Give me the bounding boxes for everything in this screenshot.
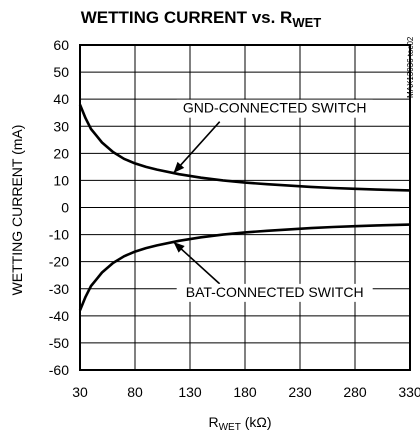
y-tick-label: -30 xyxy=(49,281,69,297)
x-tick-label: 230 xyxy=(288,384,312,400)
x-tick-labels: 30 80 130 180 230 280 330 xyxy=(72,384,420,400)
x-axis-label-main: R xyxy=(208,414,218,430)
annotation-label-background xyxy=(176,283,373,302)
series-line-1 xyxy=(78,223,411,311)
y-tick-label: 0 xyxy=(61,200,69,216)
x-axis-label-unit: (kΩ) xyxy=(241,414,272,430)
y-tick-label: 30 xyxy=(53,118,69,134)
x-tick-label: 80 xyxy=(127,384,143,400)
y-tick-label: -50 xyxy=(49,335,69,351)
annotation-label: BAT-CONNECTED SWITCH xyxy=(186,284,364,300)
y-tick-label: -40 xyxy=(49,308,69,324)
y-tick-label: 20 xyxy=(53,145,69,161)
annotation-arrow-line xyxy=(172,121,221,174)
annotation-arrowhead xyxy=(173,161,185,174)
part-number: MAX13036 toc02 xyxy=(406,36,415,98)
y-tick-label: 40 xyxy=(53,91,69,107)
y-tick-label: -60 xyxy=(49,362,69,378)
series-group xyxy=(78,104,411,311)
annotation-label: GND-CONNECTED SWITCH xyxy=(183,100,367,116)
chart-title-subscript: WET xyxy=(292,15,321,30)
y-axis-label: WETTING CURRENT (mA) xyxy=(9,125,25,296)
y-tick-labels: 60 50 40 30 20 10 0 -10 -20 -30 -40 -50 -60 xyxy=(49,37,69,378)
x-tick-label: 330 xyxy=(398,384,420,400)
y-tick-label: 60 xyxy=(53,37,69,53)
annotation-arrowhead xyxy=(173,241,185,253)
series-line-0 xyxy=(78,104,411,192)
y-tick-label: -20 xyxy=(49,254,69,270)
chart-title: WETTING CURRENT vs. RWET xyxy=(81,8,322,30)
y-tick-label: 50 xyxy=(53,64,69,80)
annotations: GND-CONNECTED SWITCH BAT-CONNECTED SWITCH xyxy=(172,99,373,302)
x-tick-label: 180 xyxy=(233,384,257,400)
plot-frame xyxy=(79,44,411,371)
y-tick-label: -10 xyxy=(49,227,69,243)
x-axis-label: RWET (kΩ) xyxy=(208,414,271,433)
x-axis-label-subscript: WET xyxy=(219,422,241,433)
x-tick-label: 280 xyxy=(343,384,367,400)
x-tick-label: 30 xyxy=(72,384,88,400)
y-tick-label: 10 xyxy=(53,172,69,188)
grid xyxy=(79,44,411,371)
annotation-label-background xyxy=(176,99,373,118)
chart-title-main: WETTING CURRENT vs. R xyxy=(81,8,293,27)
x-tick-label: 130 xyxy=(178,384,202,400)
